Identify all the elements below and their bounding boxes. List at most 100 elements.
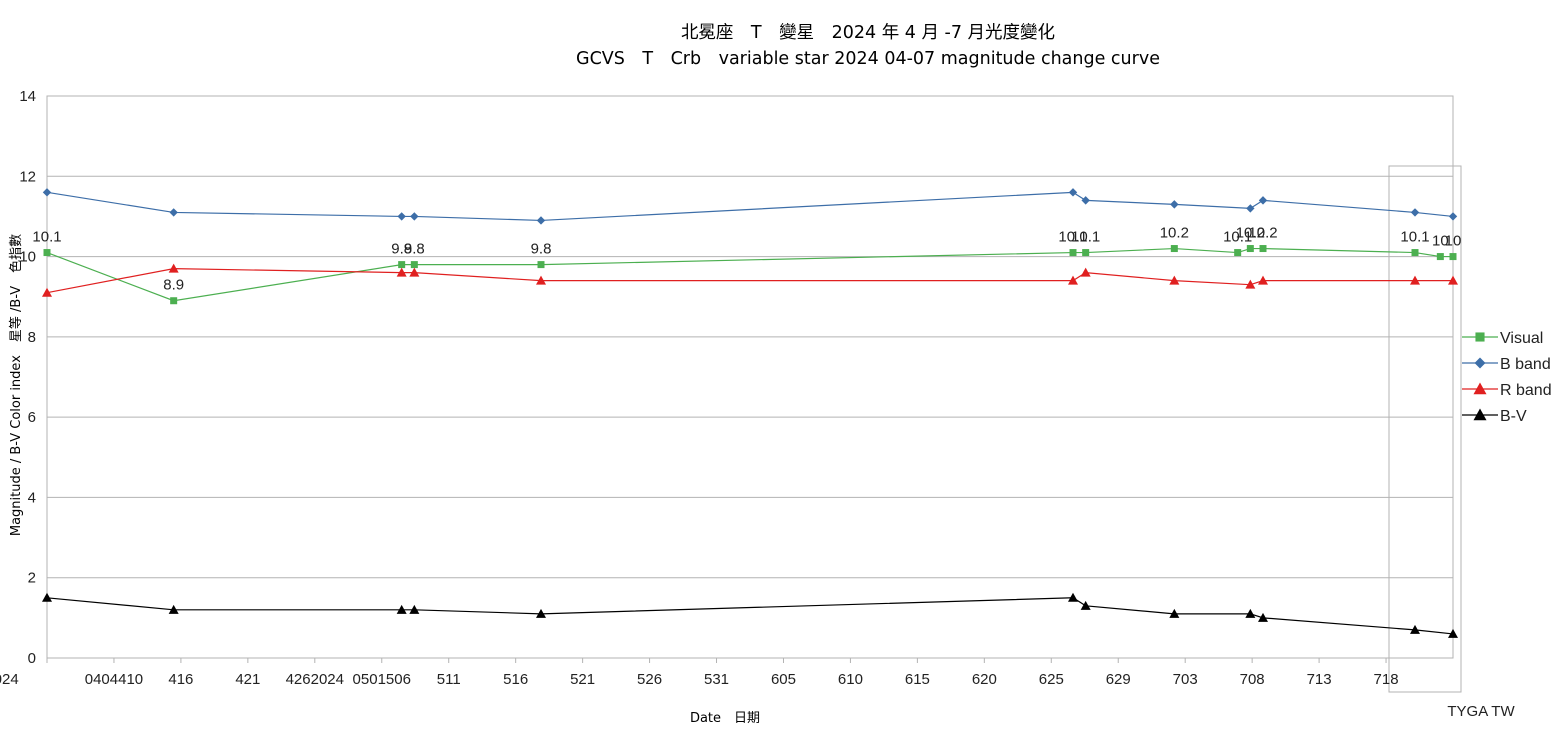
data-point (536, 608, 546, 618)
data-label: 10 (1445, 233, 1462, 250)
y-tick-label: 6 (28, 409, 36, 426)
x-tick-label: 703 (1173, 671, 1198, 688)
chart-title: 北冕座 T 變星 2024 年 4 月 -7 月光度變化 (681, 22, 1055, 43)
series-line (46, 597, 1454, 635)
data-label: 10.2 (1248, 225, 1277, 242)
y-tick-label: 8 (28, 329, 36, 346)
y-tick-label: 10 (19, 249, 36, 266)
x-tick-label: 0501506 (353, 671, 411, 688)
data-label: 10.1 (1223, 229, 1252, 246)
data-point (1410, 208, 1420, 217)
x-tick-label: 620 (972, 671, 997, 688)
y-tick-labels: 0 2 4 6 8 10 12 14 (19, 88, 36, 667)
credit-text: TYGA TW (1447, 703, 1515, 720)
data-label: 10.2 (1160, 225, 1189, 242)
x-tick-label: 421 (235, 671, 260, 688)
x-tick-label: 416 (168, 671, 193, 688)
data-point (1082, 249, 1090, 257)
data-point (397, 212, 406, 221)
x-tick-label: 625 (1039, 671, 1064, 688)
x-tick-label: 2024 (0, 671, 19, 688)
x-tick-label: 610 (838, 671, 863, 688)
legend-item: B-V (1462, 408, 1527, 425)
legend-item: B band (1462, 356, 1551, 373)
series-visual (43, 245, 1457, 305)
data-label: 9.8 (404, 241, 425, 258)
legend-item: Visual (1462, 330, 1543, 347)
data-point (169, 208, 178, 217)
data-label: 10.2 (1236, 225, 1265, 242)
data-point (409, 604, 420, 614)
y-axis-label: Magnitude / B-V Color index 星等 /B-V 色指數 (8, 234, 24, 536)
data-label: 9.8 (391, 241, 412, 258)
legend-label: R band (1500, 382, 1552, 399)
data-point (1068, 188, 1078, 197)
data-point (1069, 249, 1077, 257)
series-layer (42, 188, 1458, 638)
series-r-band (42, 263, 1458, 297)
y-tick-label: 12 (19, 168, 36, 185)
data-point (168, 263, 179, 273)
y-tick-label: 14 (19, 88, 36, 105)
x-tick-label: 615 (905, 671, 930, 688)
data-point (1170, 200, 1179, 209)
data-point (1169, 608, 1180, 618)
data-label: 10.1 (32, 229, 61, 246)
data-point (398, 261, 406, 269)
grid-layer (47, 175, 1453, 579)
data-point (1473, 382, 1487, 395)
series-line (46, 268, 1453, 294)
series-line (46, 191, 1454, 222)
data-label: 8.9 (163, 277, 184, 294)
y-tick-label: 4 (28, 489, 36, 506)
data-point (1170, 245, 1178, 253)
data-point (1234, 249, 1242, 257)
legend: Visual B band R band B-V (1462, 330, 1552, 425)
data-point (1080, 600, 1091, 610)
data-point (1259, 245, 1267, 253)
data-point (396, 604, 407, 614)
x-tick-label: 605 (771, 671, 796, 688)
x-tick-label: 4262024 (286, 671, 344, 688)
data-point (1258, 275, 1268, 285)
data-point (1449, 253, 1457, 261)
x-tick-label: 713 (1307, 671, 1332, 688)
data-point (536, 216, 546, 225)
data-point (396, 267, 407, 277)
x-tick-label: 531 (704, 671, 729, 688)
data-point (1436, 253, 1444, 261)
chart-subtitle: GCVS T Crb variable star 2024 04-07 magn… (576, 49, 1160, 69)
data-point (1068, 592, 1078, 602)
data-label: 10.1 (1071, 229, 1100, 246)
data-point (1081, 196, 1090, 205)
data-label: 10 (1432, 233, 1449, 250)
x-tick-label: 526 (637, 671, 662, 688)
data-point (1410, 275, 1420, 285)
y-tick-label: 2 (28, 570, 36, 587)
y-tick-label: 0 (28, 650, 36, 667)
x-tick-label: 708 (1240, 671, 1265, 688)
data-point (1474, 357, 1486, 369)
data-point (409, 267, 420, 277)
data-point (1246, 204, 1255, 213)
series-b-v (42, 592, 1458, 638)
data-point (168, 604, 179, 614)
data-point (1068, 275, 1078, 285)
data-point (1411, 249, 1419, 257)
x-tick-label: 521 (570, 671, 595, 688)
legend-label: B-V (1500, 408, 1527, 425)
data-point (42, 592, 52, 602)
plot-frame (46, 95, 1454, 659)
data-point (1410, 624, 1420, 634)
data-point (1245, 279, 1256, 289)
x-tick-label: 629 (1106, 671, 1131, 688)
data-point (1258, 612, 1268, 622)
data-point (1475, 332, 1485, 342)
data-point (42, 287, 52, 297)
data-labels: 10.18.99.89.8 9.810.110.1 10.2 10.110.210.2… (32, 225, 1461, 294)
data-point (1258, 196, 1268, 205)
data-point (1169, 275, 1180, 285)
data-point (537, 261, 545, 269)
data-point (1080, 267, 1091, 277)
